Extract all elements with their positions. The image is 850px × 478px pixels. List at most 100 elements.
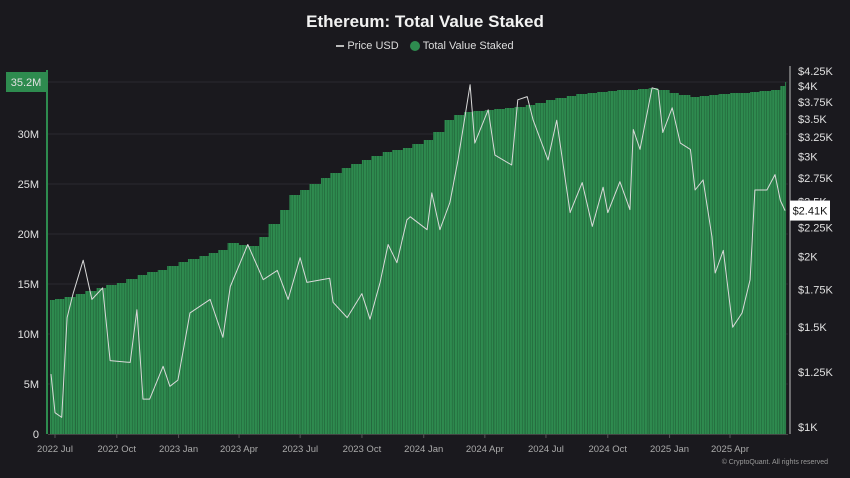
x-axis-tick-label: 2023 Jan — [159, 444, 198, 455]
tvs-bar — [759, 91, 771, 434]
tvs-bar — [785, 82, 787, 434]
tvs-bar — [382, 152, 393, 434]
tvs-bar — [116, 283, 127, 434]
tvs-bar — [320, 178, 331, 434]
tvs-bar — [75, 294, 86, 434]
tvs-bar — [739, 93, 751, 434]
tvs-bar — [137, 275, 148, 434]
right-axis-tick-label: $1.75K — [798, 284, 834, 296]
left-axis-tick-label: 20M — [18, 229, 39, 241]
tvs-bar — [157, 270, 168, 434]
tvs-bar — [525, 105, 536, 434]
chart-title: Ethereum: Total Value Staked — [306, 12, 544, 31]
right-axis-tick-label: $1.25K — [798, 367, 834, 379]
tvs-bar — [402, 148, 413, 434]
tvs-bar — [730, 93, 740, 434]
x-axis-tick-label: 2025 Apr — [711, 444, 749, 455]
tvs-bar — [289, 195, 301, 434]
tvs-bar — [690, 97, 700, 434]
tvs-bar — [126, 279, 138, 434]
tvs-bar — [64, 297, 76, 434]
legend-price-line-icon — [336, 45, 345, 48]
right-axis-tick-label: $4.25K — [798, 66, 834, 78]
right-axis-tick-label: $4K — [798, 81, 818, 93]
tvs-bar — [351, 164, 362, 434]
tvs-bar — [423, 140, 434, 434]
tvs-bar — [587, 93, 598, 434]
x-axis-tick-label: 2024 Jul — [528, 444, 564, 455]
tvs-bar — [341, 168, 352, 434]
right-axis-tick-label: $3K — [798, 152, 818, 164]
x-axis-tick-label: 2025 Jan — [650, 444, 689, 455]
left-axis-tick-label: 5M — [24, 379, 39, 391]
tvs-bar — [597, 92, 608, 434]
legend-price-label[interactable]: Price USD — [347, 40, 399, 53]
legend: Price USD Total Value Staked — [0, 40, 850, 52]
right-axis-tick-label: $3.5K — [798, 114, 827, 126]
tvs-bar — [412, 144, 424, 434]
right-axis-tick-label: $1K — [798, 422, 818, 434]
tvs-bar — [300, 190, 310, 434]
tvs-bar — [453, 115, 465, 434]
tvs-bar — [85, 291, 97, 434]
current-tvs-label: 35.2M — [11, 77, 42, 89]
tvs-bar — [555, 98, 567, 434]
right-axis-tick-label: $2K — [798, 251, 818, 263]
price-line — [50, 84, 786, 418]
left-axis-tick-label: 10M — [18, 329, 39, 341]
x-axis-tick-label: 2024 Apr — [466, 444, 504, 455]
tvs-bar — [770, 90, 781, 434]
tvs-bar — [473, 111, 485, 434]
tvs-bar — [678, 95, 691, 434]
right-axis-tick-label: $3.25K — [798, 132, 834, 144]
tvs-bar — [566, 96, 577, 434]
tvs-bar — [227, 243, 240, 434]
x-axis-tick-label: 2023 Apr — [220, 444, 258, 455]
tvs-bar — [484, 110, 495, 434]
tvs-bar — [50, 300, 55, 434]
tvs-bar — [392, 150, 403, 434]
tvs-bar — [464, 112, 474, 434]
tvs-bar — [330, 173, 342, 434]
tvs-bar — [628, 90, 638, 434]
tvs-bar — [433, 132, 445, 434]
right-axis-tick-label: $2.25K — [798, 222, 834, 234]
current-price-badge — [790, 200, 830, 221]
tvs-bar — [637, 89, 649, 434]
tvs-bar — [505, 108, 515, 434]
x-axis-tick-label: 2023 Oct — [343, 444, 382, 455]
current-price-label: $2.41K — [793, 206, 829, 218]
right-axis-tick-label: $2.75K — [798, 173, 834, 185]
tvs-bar — [147, 272, 158, 434]
tvs-bar — [535, 103, 546, 434]
x-axis-tick-label: 2024 Jan — [404, 444, 443, 455]
tvs-bar — [259, 237, 269, 434]
tvs-bar — [239, 245, 249, 434]
tvs-bar — [709, 95, 719, 434]
tvs-bar — [658, 90, 670, 434]
tvs-bar — [750, 92, 760, 434]
legend-tvs-dot-icon — [409, 41, 420, 52]
tvs-bar — [607, 91, 618, 434]
tvs-bar — [167, 266, 179, 434]
tvs-bar — [106, 285, 117, 434]
tvs-bar — [699, 96, 710, 434]
right-axis-tick-label: $1.5K — [798, 322, 827, 334]
current-tvs-badge — [6, 72, 46, 92]
x-axis-tick-label: 2024 Oct — [588, 444, 627, 455]
tvs-bar — [199, 256, 209, 434]
left-axis-tick-label: 15M — [18, 279, 39, 291]
copyright-footer: © CryptoQuant. All rights reserved — [721, 459, 828, 466]
tvs-bar — [617, 90, 629, 434]
legend-tvs-label[interactable]: Total Value Staked — [422, 40, 514, 53]
x-axis-tick-label: 2023 Jul — [282, 444, 318, 455]
tvs-bar — [218, 250, 228, 434]
tvs-bar — [718, 94, 730, 434]
left-axis-tick-label: 25M — [18, 179, 39, 191]
tvs-bar — [669, 93, 679, 434]
tvs-bar — [309, 184, 321, 434]
tvs-bar — [545, 100, 556, 434]
tvs-bar — [187, 259, 200, 434]
tvs-bar — [780, 86, 786, 434]
